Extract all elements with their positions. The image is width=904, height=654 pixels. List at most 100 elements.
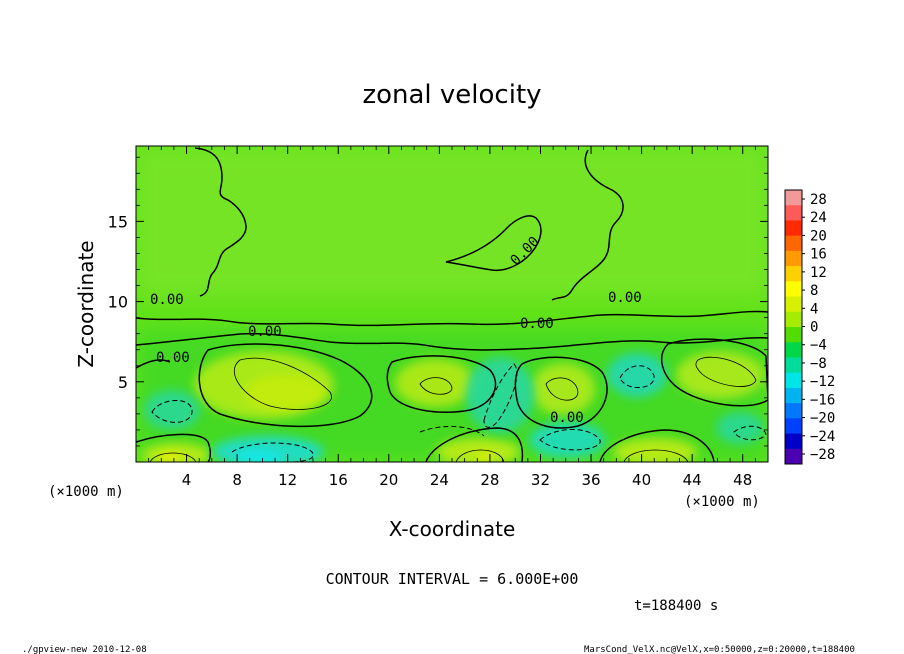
contour-cell	[386, 355, 497, 413]
colorbar-swatch	[785, 296, 802, 313]
colorbar-label: 16	[810, 247, 827, 263]
footer-left: ./gpview-new 2010-12-08	[22, 645, 147, 654]
colorbar-swatch	[785, 403, 802, 419]
colorbar-swatch	[785, 357, 802, 374]
contour-cell	[136, 433, 212, 462]
y-tick-label: 5	[118, 373, 128, 392]
positive-contour	[419, 377, 453, 395]
contour-label: 0.00	[248, 324, 282, 340]
negative-cell	[716, 412, 764, 444]
y-tick-label: 10	[108, 293, 128, 312]
x-tick-label: 8	[232, 471, 242, 489]
colorbar-label: 24	[810, 210, 827, 226]
colorbar-label: −8	[810, 356, 827, 372]
colorbar-swatch	[785, 220, 802, 237]
negative-contour	[733, 425, 767, 441]
contour-cell	[198, 343, 373, 428]
positive-cells	[142, 351, 764, 462]
contour-cell	[425, 427, 524, 462]
contour-cell	[660, 338, 768, 407]
colorbar-swatch	[785, 327, 802, 343]
negative-cell	[607, 353, 667, 397]
contour-label: 0.00	[150, 292, 184, 308]
y-axis-title: Z-coordinate	[74, 240, 98, 367]
negative-cell	[466, 357, 534, 433]
footer-right: MarsCond_VelX.nc@VelX,x=0:50000,z=0:2000…	[584, 645, 855, 654]
positive-contour	[695, 356, 757, 387]
x-tick-label: 40	[632, 471, 651, 489]
positive-cell	[395, 359, 475, 407]
x-tick-label: 24	[430, 471, 449, 489]
contour-cell	[599, 429, 715, 462]
negative-contour	[539, 429, 601, 451]
colorbar-swatch	[785, 311, 802, 328]
contour-cell	[514, 356, 608, 429]
colorbar-swatch	[785, 433, 802, 450]
colorbar-swatch	[785, 448, 802, 465]
zero-contour	[445, 215, 542, 272]
positive-contour	[233, 357, 332, 410]
x-tick-label: 36	[581, 471, 600, 489]
contour-label: 0.00	[520, 316, 554, 332]
time-label: t=188400 s	[634, 598, 718, 614]
x-unit-left: (×1000 m)	[48, 484, 124, 500]
colorbar-swatch	[785, 372, 802, 389]
x-tick-label: 32	[531, 471, 550, 489]
x-tick-label: 20	[379, 471, 398, 489]
zero-contour	[136, 332, 768, 351]
negative-cell	[144, 390, 200, 430]
x-tick-label: 12	[278, 471, 297, 489]
zero-contour	[194, 147, 247, 297]
zero-contour	[551, 149, 624, 301]
colorbar-label: −12	[810, 374, 835, 390]
colorbar-label: 0	[810, 320, 818, 336]
colorbar-swatch	[785, 342, 802, 358]
positive-contour	[149, 452, 197, 462]
colorbar: 28 24 20 16 12 8 4 0 −4 −8 −12 −16 −20 −24 −28	[784, 189, 835, 465]
negative-contour	[619, 365, 655, 388]
colorbar-swatch	[785, 281, 802, 298]
x-tick-label: 28	[480, 471, 499, 489]
negative-contour	[419, 425, 485, 437]
chart-title: zonal velocity	[362, 80, 541, 110]
dashed-contours	[151, 363, 767, 462]
colorbar-label: 28	[810, 192, 827, 208]
negative-cell	[234, 450, 282, 462]
x-unit-right: (×1000 m)	[684, 494, 760, 510]
colorbar-swatch	[785, 387, 802, 404]
field-upper-region	[136, 146, 768, 296]
contour-label: 0.00	[550, 410, 584, 426]
colorbar-swatch	[785, 250, 802, 267]
positive-contour	[545, 377, 579, 401]
colorbar-label: 20	[810, 228, 827, 244]
positive-cell	[676, 351, 764, 399]
colorbar-label: −24	[810, 429, 835, 445]
inner-contours	[149, 356, 757, 462]
positive-cell	[531, 363, 595, 415]
contour-interval: CONTOUR INTERVAL = 6.000E+00	[326, 570, 579, 588]
colorbar-label: −16	[810, 392, 835, 408]
colorbar-label: 4	[810, 301, 818, 317]
contour-label: 0.00	[608, 290, 642, 306]
negative-contour	[231, 442, 314, 462]
x-tick-label: 48	[733, 471, 752, 489]
contour-lines	[136, 147, 768, 462]
positive-core	[158, 453, 182, 462]
contour-label: 0.00	[156, 350, 190, 366]
contour-line	[136, 359, 171, 369]
colorbar-swatch	[785, 235, 802, 252]
colorbar-label: 12	[810, 265, 827, 281]
negative-contour	[151, 400, 193, 423]
x-axis-title: X-coordinate	[389, 517, 516, 541]
shaded-field	[136, 146, 768, 462]
colorbar-label: −20	[810, 411, 835, 427]
y-axis: 5 10 15	[108, 156, 768, 447]
colorbar-label: 8	[810, 283, 818, 299]
zero-contour	[136, 310, 768, 327]
y-tick-label: 15	[108, 212, 128, 231]
x-tick-label: 4	[182, 471, 192, 489]
x-axis: 4 8 12 16 20 24 28 32 36 40 44 48	[148, 146, 756, 489]
positive-cell	[245, 375, 325, 411]
x-tick-label: 16	[329, 471, 348, 489]
